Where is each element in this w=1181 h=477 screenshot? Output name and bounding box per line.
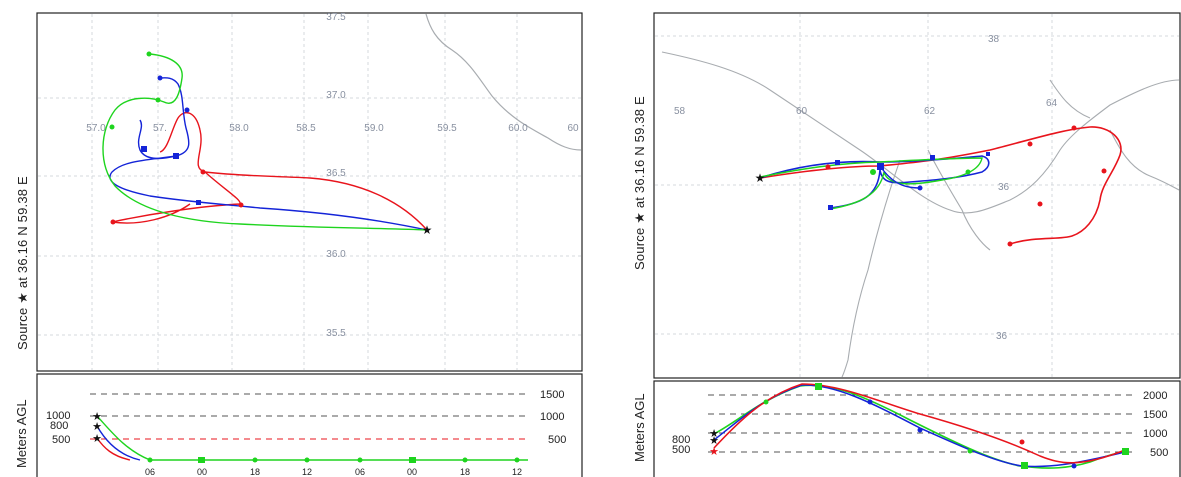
right-panel-svg: 38 36 36 58 60 62 64 ★	[653, 12, 1181, 477]
height-axis-label: 1500	[1143, 409, 1167, 421]
start-height-label: 800	[672, 434, 690, 446]
lon-label: 59.0	[364, 123, 384, 134]
map-frame	[36, 12, 583, 372]
lon-label: 57.0	[86, 123, 106, 134]
time-tick-label: 12	[512, 467, 522, 477]
map-frame	[653, 12, 1181, 379]
height-axis-label: 500	[548, 434, 566, 446]
time-tick-label: 00	[407, 467, 417, 477]
lon-label: 59.5	[437, 123, 457, 134]
time-tick-label: 12	[302, 467, 312, 477]
height-axis-label: 500	[1150, 447, 1168, 459]
map-border-line	[425, 13, 582, 151]
height-axis-title: Meters AGL	[14, 399, 29, 468]
source-star-icon: ★	[422, 223, 433, 237]
left-panel-svg: 37.5 37.0 36.5 36.0 35.5 57.0 57. 58.0 5…	[36, 12, 583, 477]
lat-label: 38	[988, 34, 1000, 45]
height-blue-line	[96, 425, 141, 461]
lon-label: 60	[796, 106, 808, 117]
source-location-label: Source ★ at 36.16 N 59.38 E	[15, 176, 30, 350]
time-tick-label: 18	[460, 467, 470, 477]
lat-label: 37.0	[326, 90, 346, 101]
trajectory-green-path	[759, 157, 983, 210]
height-red-line	[713, 383, 1126, 464]
source-star-icon: ★	[755, 171, 766, 185]
lon-label: 58.0	[229, 123, 249, 134]
height-axis-label: 2000	[1143, 390, 1167, 402]
lon-label: 62	[924, 106, 936, 117]
height-markers	[147, 457, 520, 463]
trajectory-blue-path	[759, 155, 990, 209]
start-star-icon: ★	[709, 428, 719, 440]
lat-label: 36	[998, 182, 1010, 193]
height-grid	[90, 393, 528, 440]
start-height-label: 500	[672, 444, 690, 456]
lat-label: 36.5	[326, 168, 346, 179]
map-border-lines	[661, 51, 1180, 378]
lat-label: 37.5	[326, 12, 346, 23]
lon-label: 58	[674, 106, 686, 117]
lat-label: 36.0	[326, 249, 346, 260]
start-star-icon: ★	[709, 446, 719, 458]
trajectory-blue-branch	[137, 119, 177, 160]
trajectory-panel-left: 37.5 37.0 36.5 36.0 35.5 57.0 57. 58.0 5…	[0, 0, 590, 477]
lon-label: 58.5	[296, 123, 316, 134]
trajectory-blue-path	[109, 77, 428, 231]
start-height-label: 800	[50, 420, 68, 432]
start-star-icon: ★	[92, 411, 102, 423]
lat-label: 35.5	[326, 328, 346, 339]
height-axis-label: 1500	[540, 389, 564, 401]
start-star-icon: ★	[92, 421, 102, 433]
trajectory-green-path	[102, 53, 428, 231]
height-axis-label: 1000	[1143, 428, 1167, 440]
time-tick-label: 06	[145, 467, 155, 477]
map-grid	[655, 14, 1179, 377]
time-tick-label: 18	[250, 467, 260, 477]
lat-label: 36	[996, 331, 1008, 342]
trajectory-panel-right: 38 36 36 58 60 62 64 ★	[590, 0, 1181, 477]
height-markers	[763, 383, 1129, 469]
height-red-line	[96, 437, 131, 461]
time-tick-label: 00	[197, 467, 207, 477]
time-tick-label: 06	[355, 467, 365, 477]
height-axis-title: Meters AGL	[632, 393, 647, 462]
start-height-label: 500	[52, 434, 70, 446]
map-grid	[38, 14, 581, 370]
lon-label: 57.	[153, 123, 167, 134]
start-height-label: 1000	[46, 410, 70, 422]
trajectory-markers	[825, 125, 1107, 247]
start-star-icon: ★	[92, 433, 102, 445]
source-location-label: Source ★ at 36.16 N 59.38 E	[632, 96, 647, 270]
lon-label: 60.0	[508, 123, 528, 134]
lon-label: 60	[567, 123, 579, 134]
height-axis-label: 1000	[540, 411, 564, 423]
trajectory-markers	[109, 51, 244, 225]
lon-label: 64	[1046, 98, 1058, 109]
height-frame	[36, 373, 583, 477]
start-star-icon: ★	[709, 435, 719, 447]
